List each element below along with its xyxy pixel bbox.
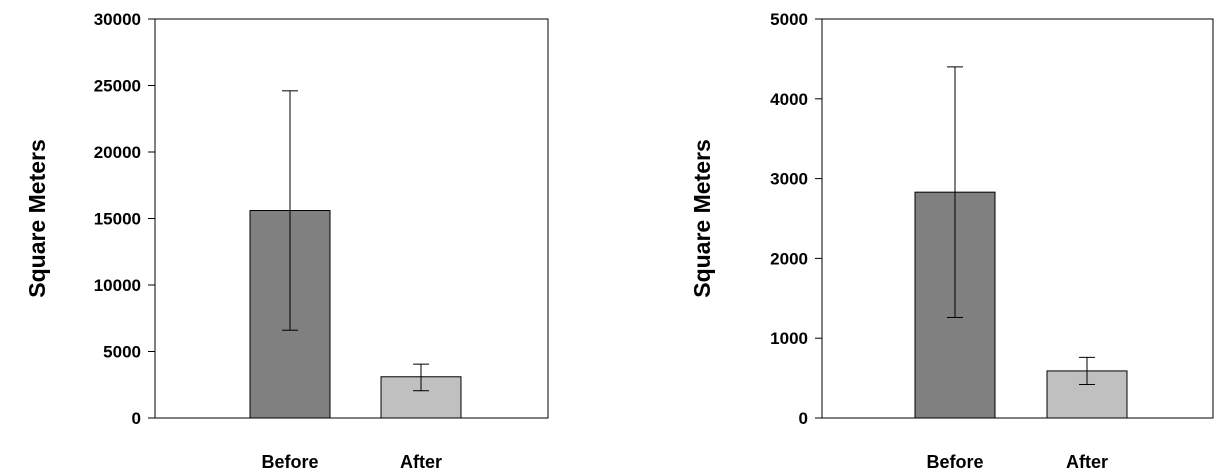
chart2-y-axis-title: Square Meters: [689, 139, 715, 298]
chart1-plot-frame: [154, 18, 549, 419]
chart1-ytick-label-5: 25000: [94, 77, 141, 96]
chart1-ytick-label-1: 5000: [103, 343, 141, 362]
chart2-ytick-label-2: 2000: [770, 249, 808, 268]
chart2-ytick-label-4: 4000: [770, 90, 808, 109]
chart1-ytick-label-0: 0: [132, 409, 141, 428]
chart1-ytick-label-6: 30000: [94, 10, 141, 29]
chart2-category-label-before: Before: [926, 452, 983, 472]
chart2-ytick-label-5: 5000: [770, 10, 808, 29]
chart2-ytick-label-1: 1000: [770, 329, 808, 348]
chart1-ytick-label-4: 20000: [94, 143, 141, 162]
chart1-category-label-after: After: [400, 452, 442, 472]
chart1-ytick-label-3: 15000: [94, 210, 141, 229]
chart1-ytick-label-2: 10000: [94, 276, 141, 295]
chart2-category-label-after: After: [1066, 452, 1108, 472]
chart2-ytick-label-0: 0: [799, 409, 808, 428]
chart2-plot-frame: [821, 18, 1214, 419]
chart1-y-axis-title: Square Meters: [24, 139, 50, 298]
chart1-category-label-before: Before: [261, 452, 318, 472]
chart2-ytick-label-3: 3000: [770, 170, 808, 189]
